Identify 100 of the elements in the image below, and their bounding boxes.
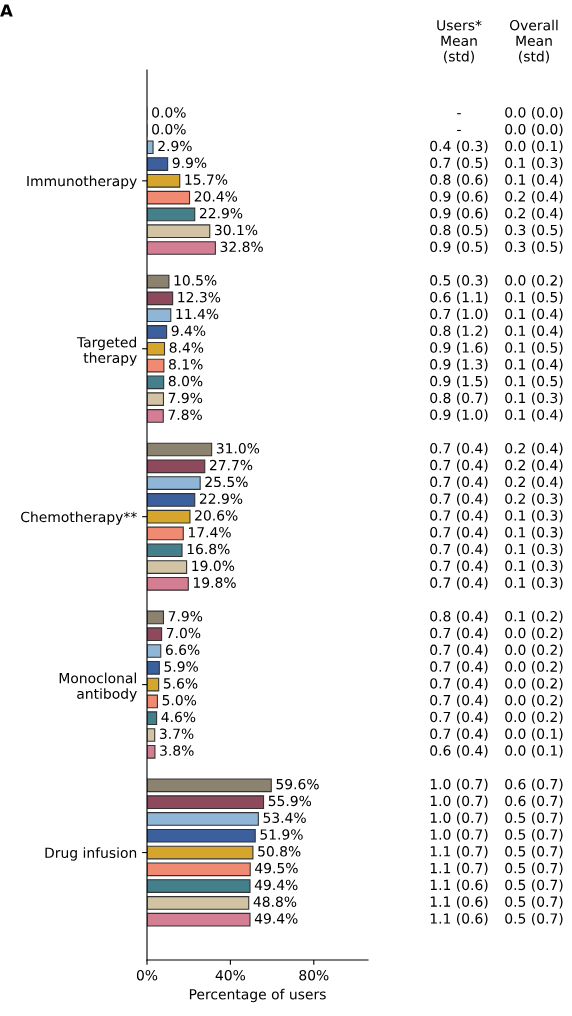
text: 0.9 (1.6) bbox=[430, 342, 488, 355]
data-label: 8.4% bbox=[169, 342, 204, 353]
text: 0.8 (1.2) bbox=[430, 325, 488, 338]
text: 0.7 (0.4) bbox=[430, 627, 488, 640]
text: 0.1 (0.4) bbox=[505, 308, 563, 321]
text: 0.7 (0.4) bbox=[430, 694, 488, 708]
text: 0.5 (0.3) bbox=[430, 274, 488, 288]
data-label: 51.9% bbox=[260, 829, 303, 840]
text: 0.0 (0.2) bbox=[505, 274, 563, 288]
text: 0.0 (0.0) bbox=[505, 123, 563, 137]
x-axis-title: Percentage of users bbox=[189, 988, 326, 1003]
text: 0.8 (0.7) bbox=[430, 392, 488, 405]
text: 0.7 (0.4) bbox=[430, 459, 488, 472]
data-label: 27.7% bbox=[209, 459, 253, 471]
text: 0.4 (0.3) bbox=[430, 140, 488, 153]
text: 0.1 (0.5) bbox=[505, 375, 563, 388]
data-label: 25.5% bbox=[205, 476, 248, 488]
data-label: 49.5% bbox=[255, 862, 298, 874]
data-label: 7.8% bbox=[168, 409, 202, 420]
data-label: 7.9% bbox=[168, 610, 203, 622]
text: 0.7 (0.4) bbox=[430, 543, 488, 556]
text: A bbox=[0, 4, 13, 17]
data-label: 55.9% bbox=[268, 795, 312, 807]
text: 1.0 (0.7) bbox=[430, 829, 488, 842]
text: Overall Mean (std) bbox=[509, 19, 558, 64]
text: 1.1 (0.6) bbox=[430, 879, 488, 892]
data-label: 22.9% bbox=[199, 207, 243, 219]
y-tick-label: Drug infusion bbox=[45, 847, 137, 861]
x-tick-label: 0% bbox=[136, 969, 158, 981]
text: 0.9 (1.0) bbox=[430, 409, 488, 422]
text: 0.5 (0.7) bbox=[505, 845, 563, 859]
text: 0.0 (0.1) bbox=[505, 728, 563, 741]
y-tick-label: Monoclonal antibody bbox=[59, 672, 137, 702]
text: 1.1 (0.6) bbox=[430, 896, 488, 909]
text: 1.1 (0.6) bbox=[430, 912, 488, 926]
text: 0.5 (0.7) bbox=[505, 912, 563, 926]
text: - bbox=[457, 113, 461, 115]
data-label: 17.4% bbox=[188, 527, 231, 538]
data-label: 2.9% bbox=[158, 140, 192, 152]
y-tick-label: Targeted therapy bbox=[76, 336, 137, 366]
data-label: 59.6% bbox=[276, 778, 319, 790]
text: 0.7 (0.4) bbox=[430, 509, 488, 523]
text: 0.5 (0.7) bbox=[505, 812, 563, 825]
text: 0.7 (0.4) bbox=[430, 526, 488, 540]
text: 0.7 (0.5) bbox=[430, 157, 488, 170]
data-label: 7.0% bbox=[166, 627, 201, 639]
data-label: 16.8% bbox=[187, 543, 230, 555]
text: 0.9 (0.5) bbox=[430, 241, 488, 254]
data-label: 5.0% bbox=[162, 694, 197, 706]
data-label: 11.4% bbox=[176, 308, 219, 320]
text: 0.1 (0.3) bbox=[505, 543, 563, 556]
text: Users* Mean (std) bbox=[437, 19, 482, 64]
data-label: 10.5% bbox=[174, 275, 217, 286]
text: 0.0 (0.2) bbox=[505, 694, 563, 708]
text: 0.1 (0.3) bbox=[505, 560, 563, 573]
text: 0.1 (0.3) bbox=[505, 526, 563, 540]
text: 0.2 (0.4) bbox=[505, 459, 563, 472]
data-label: 22.9% bbox=[199, 493, 243, 504]
data-label: 48.8% bbox=[253, 896, 297, 907]
text: 0.9 (1.5) bbox=[430, 375, 488, 388]
text: 0.7 (0.4) bbox=[430, 493, 488, 506]
text: 0.2 (0.4) bbox=[505, 442, 563, 456]
data-label: 31.0% bbox=[216, 443, 260, 454]
text: 0.5 (0.7) bbox=[505, 862, 563, 875]
data-label: 20.6% bbox=[195, 510, 238, 521]
text: 0.5 (0.7) bbox=[505, 879, 563, 892]
text: 0.8 (0.5) bbox=[430, 224, 488, 237]
text: 1.1 (0.7) bbox=[430, 845, 488, 859]
text: 0.6 (0.7) bbox=[505, 795, 563, 808]
text: 0.8 (0.6) bbox=[430, 174, 488, 187]
text: 1.0 (0.7) bbox=[430, 795, 488, 808]
data-label: 9.4% bbox=[171, 325, 206, 336]
text: 0.0 (0.2) bbox=[505, 661, 563, 674]
data-label: 0.0% bbox=[152, 107, 186, 118]
data-label: 30.1% bbox=[214, 224, 258, 236]
data-label: 3.7% bbox=[159, 728, 194, 740]
text: 0.6 (0.4) bbox=[430, 745, 488, 758]
data-label: 50.8% bbox=[258, 846, 301, 857]
data-label: 12.3% bbox=[178, 291, 221, 303]
data-label: 0.0% bbox=[152, 123, 186, 135]
text: 0.7 (0.4) bbox=[430, 644, 488, 657]
text: 0.1 (0.4) bbox=[505, 325, 563, 338]
text: 0.8 (0.4) bbox=[430, 610, 488, 624]
text: 0.0 (0.2) bbox=[505, 677, 563, 691]
data-label: 7.9% bbox=[168, 392, 203, 404]
data-label: 5.9% bbox=[164, 661, 198, 672]
text: 0.5 (0.7) bbox=[505, 829, 563, 842]
text: 1.0 (0.7) bbox=[430, 778, 488, 792]
text: 0.0 (0.2) bbox=[505, 711, 563, 724]
text: 0.7 (0.4) bbox=[430, 560, 488, 573]
text: 0.6 (0.7) bbox=[505, 778, 563, 792]
text: 0.1 (0.3) bbox=[505, 577, 563, 590]
text: 0.1 (0.2) bbox=[505, 610, 563, 624]
text: 0.1 (0.5) bbox=[505, 291, 563, 305]
text: 0.2 (0.4) bbox=[505, 207, 563, 221]
text: 0.1 (0.3) bbox=[505, 392, 563, 405]
text: - bbox=[457, 129, 461, 132]
text: 0.7 (0.4) bbox=[430, 476, 488, 489]
data-label: 19.0% bbox=[192, 560, 235, 572]
data-label: 8.1% bbox=[169, 359, 203, 370]
